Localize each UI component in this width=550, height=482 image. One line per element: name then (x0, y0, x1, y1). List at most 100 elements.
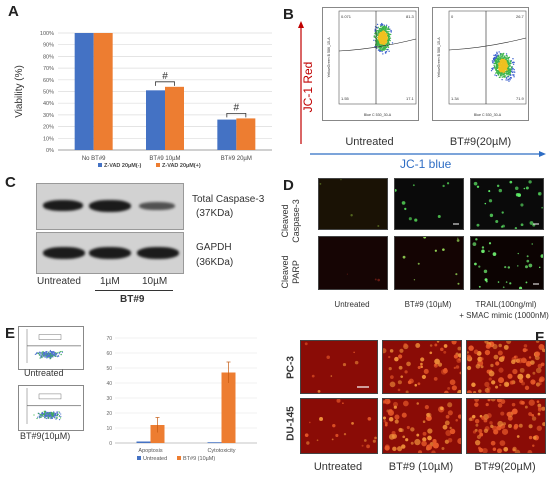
micro-parp-bt9 (394, 235, 464, 290)
micro-cell-dot (417, 365, 421, 370)
flow-e-event (56, 411, 58, 413)
e-legend-label: BT#9 (10µM) (183, 456, 215, 462)
micro-cell-dot (528, 424, 533, 429)
flow-event (512, 63, 515, 65)
flow-event (374, 29, 376, 31)
micro-signal-dot (514, 186, 519, 191)
flow-event (377, 43, 379, 45)
micro-signal-dot (488, 242, 492, 245)
micro-signal-dot (437, 214, 441, 218)
row-cleaved-parp-line1: Cleaved (280, 255, 290, 289)
lane-10um: 10µM (142, 276, 168, 287)
micro-cell-dot (519, 378, 524, 384)
e-legend-swatch (177, 456, 181, 460)
micro-signal-dot (520, 203, 524, 207)
flow-event (494, 54, 496, 57)
micro-signal-dot (518, 286, 523, 290)
e-bar (136, 441, 151, 443)
flow-event (493, 56, 496, 59)
flow-event (511, 71, 514, 74)
flow-e-event (48, 414, 50, 417)
micro-cell-dot (394, 356, 399, 362)
flow-event (380, 32, 382, 35)
micro-cell-dot (391, 430, 396, 435)
flow-q2: 26.7 (516, 14, 525, 19)
e-bar (221, 372, 236, 443)
micro-signal-dot (374, 278, 377, 281)
micro-cell-dot (414, 438, 421, 446)
micro-cell-dot (449, 379, 456, 386)
micro-cell-dot (475, 363, 481, 369)
flow-event (497, 73, 500, 75)
flow-event (493, 65, 496, 68)
micro-cell-dot (403, 400, 409, 407)
a-legend-swatch (156, 163, 160, 167)
flow-event (492, 57, 495, 59)
flow-event (388, 30, 390, 33)
flow-e-event (47, 351, 50, 353)
micro-cell-dot (451, 385, 457, 391)
flow-event (494, 62, 496, 65)
flow-event (379, 48, 381, 51)
flow-event (501, 72, 504, 74)
flow-e-event (55, 351, 57, 354)
flow-e-gate-box (38, 393, 62, 400)
flow-event (498, 76, 501, 79)
micro-cell-dot (384, 444, 390, 450)
flow-e-event (42, 415, 45, 417)
micro-cell-dot (388, 433, 395, 440)
flow-event (386, 31, 388, 34)
flow-event (507, 73, 510, 75)
flow-event (376, 41, 379, 43)
micro-cell-dot (342, 362, 347, 367)
caspase3-blot (36, 183, 184, 230)
micro-cell-dot (493, 354, 499, 360)
flow-event (385, 24, 388, 26)
flow-event (499, 63, 501, 65)
a-bar (146, 90, 165, 150)
flow-event (379, 41, 382, 43)
micro-cell-dot (388, 367, 392, 371)
e-x-tick: Apoptosis (138, 448, 162, 454)
a-x-tick: BT#9 10µM (149, 156, 180, 162)
micro-cell-dot (490, 363, 494, 368)
micro-cell-dot (353, 351, 355, 354)
flow-event (377, 34, 379, 36)
micro-cell-dot (403, 343, 408, 348)
micro-signal-dot (528, 263, 533, 268)
flow-e-event (40, 357, 42, 359)
flow-event (505, 58, 507, 61)
flow-e-event (41, 413, 43, 416)
flow-event (388, 43, 391, 45)
gapdh-band-untreated (43, 247, 85, 259)
micro-cell-dot (474, 402, 479, 407)
flow-event (496, 51, 498, 53)
flow-event (382, 32, 384, 35)
row-cleaved-parp-label: Cleaved PARP (280, 237, 302, 307)
micro-cell-dot (506, 341, 512, 344)
flow-e-event (46, 417, 48, 420)
micro-cell-dot (449, 428, 456, 435)
flow-e-event (36, 417, 38, 420)
flow-event (512, 74, 514, 76)
micro-cell-dot (443, 344, 448, 348)
micro-signal-dot (476, 185, 480, 189)
micro-signal-dot (496, 184, 500, 188)
flow-e-event (41, 411, 44, 414)
panel-e-label: E (5, 325, 16, 342)
micro-cell-dot (503, 381, 510, 387)
micro-signal-dot (434, 249, 437, 252)
flow-event (497, 61, 500, 63)
micro-parp-trail (470, 236, 545, 290)
micro-cell-dot (421, 440, 427, 447)
flow-event (373, 39, 375, 42)
a-y-tick: 0% (46, 148, 54, 154)
micro-signal-dot (401, 201, 406, 205)
micro-cell-dot (495, 385, 499, 389)
micro-cell-dot (319, 416, 324, 421)
flow-e-gate-box (38, 334, 62, 340)
micro-cell-dot (484, 349, 491, 356)
flow-e-event (59, 412, 61, 414)
e-y-tick: 20 (106, 411, 112, 417)
micro-cell-dot (387, 400, 391, 404)
